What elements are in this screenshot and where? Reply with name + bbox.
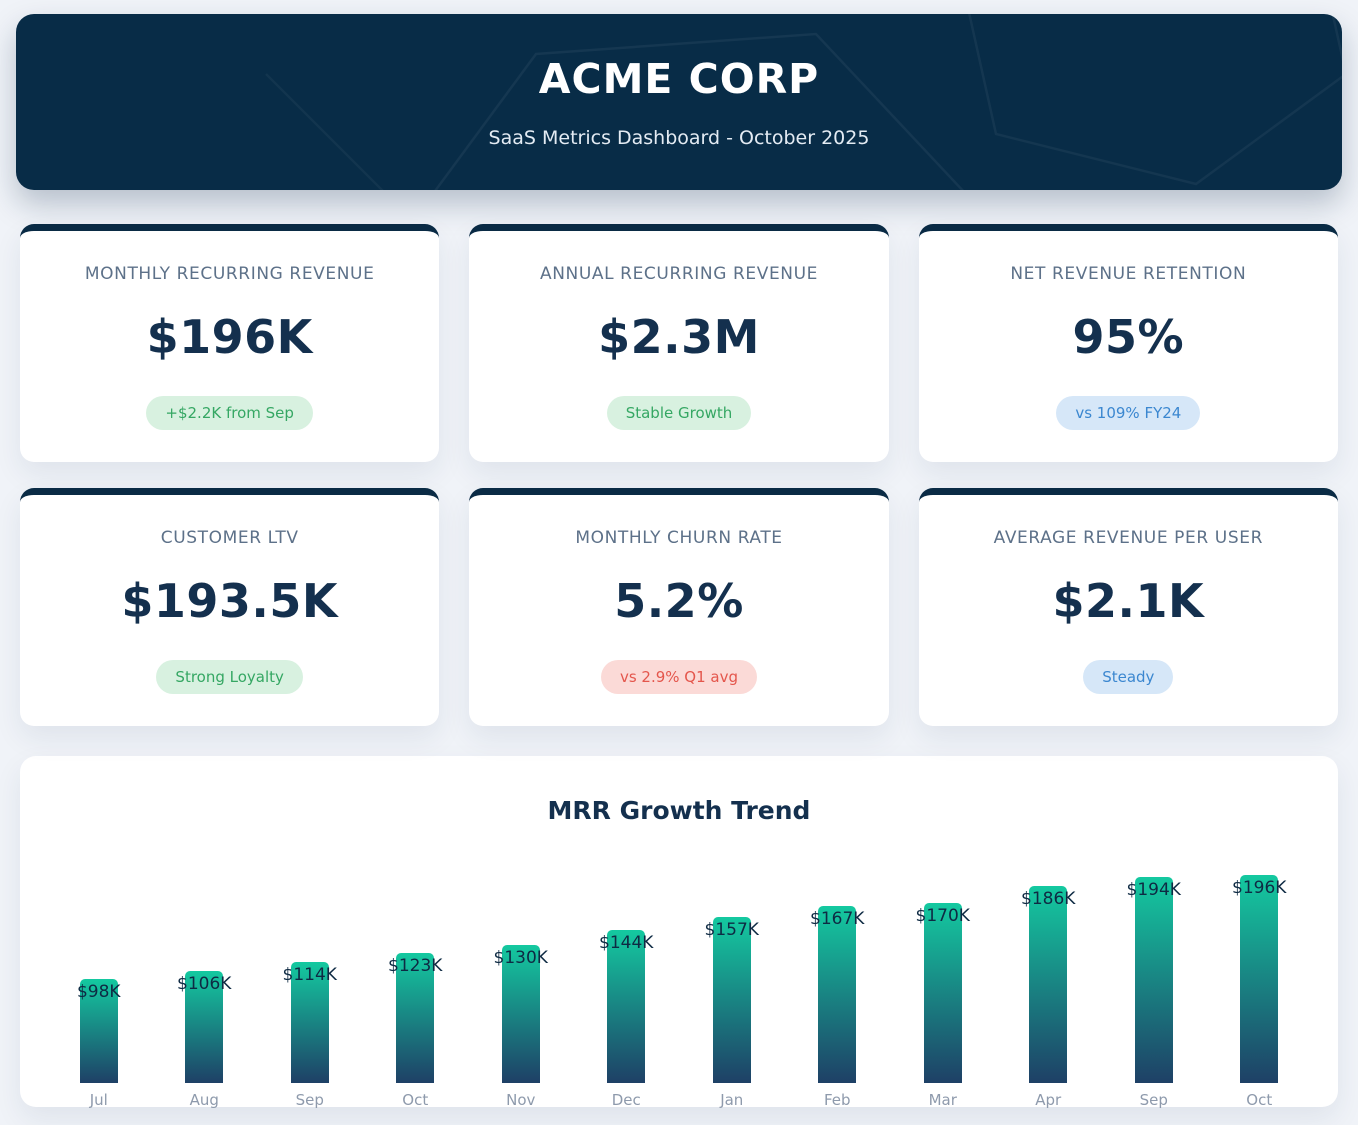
bar-column: $114K: [257, 871, 363, 1083]
bar-column: $194K: [1101, 871, 1207, 1083]
mrr-bar: $194K: [1127, 877, 1181, 1083]
bar-value-label: $106K: [177, 974, 232, 994]
bar-chart-x-axis: Jul Aug Sep Oct Nov Dec Jan Feb Mar Apr Sep Oct: [46, 1091, 1312, 1109]
metric-card-ltv: CUSTOMER LTV $193.5K Strong Loyalty: [20, 488, 440, 726]
metric-value: $196K: [146, 309, 313, 364]
mrr-bar: $114K: [283, 962, 337, 1083]
mrr-bar: $170K: [916, 903, 970, 1083]
status-badge: +$2.2K from Sep: [146, 395, 313, 430]
x-axis-tick-label: Nov: [506, 1091, 536, 1109]
metric-value: $193.5K: [121, 573, 338, 628]
mrr-bar: $130K: [494, 945, 548, 1083]
status-badge: vs 109% FY24: [1056, 395, 1201, 430]
bar-column: $106K: [152, 871, 258, 1083]
bar-chart: $98K $106K $114K $123K $130K $144K $157K $167K $…: [46, 871, 1312, 1083]
bar-column: $130K: [468, 871, 574, 1083]
metric-label: MONTHLY CHURN RATE: [575, 527, 783, 548]
metric-card-arr: ANNUAL RECURRING REVENUE $2.3M Stable Gr…: [469, 224, 889, 462]
metric-label: CUSTOMER LTV: [160, 527, 299, 548]
bar-value-label: $98K: [76, 982, 121, 1002]
bar-column: $144K: [574, 871, 680, 1083]
bar-column: $157K: [679, 871, 785, 1083]
bar-column: $123K: [363, 871, 469, 1083]
metric-card-mrr: MONTHLY RECURRING REVENUE $196K +$2.2K f…: [20, 224, 440, 462]
mrr-bar: $106K: [177, 971, 231, 1083]
x-axis-tick-label: Sep: [1139, 1091, 1168, 1109]
bar-value-label: $186K: [1021, 889, 1076, 909]
bar-value-label: $167K: [810, 909, 865, 929]
metric-label: AVERAGE REVENUE PER USER: [993, 527, 1263, 548]
metric-card-arpu: AVERAGE REVENUE PER USER $2.1K Steady: [918, 488, 1338, 726]
bar-value-label: $157K: [704, 920, 759, 940]
metric-label: ANNUAL RECURRING REVENUE: [539, 263, 819, 284]
status-badge: Steady: [1083, 659, 1174, 694]
x-axis-tick-label: Apr: [1035, 1091, 1062, 1109]
x-axis-tick-label: Sep: [295, 1091, 324, 1109]
bar-column: $196K: [1207, 871, 1313, 1083]
x-axis-tick-label: Oct: [1246, 1091, 1273, 1109]
mrr-trend-chart-card: MRR Growth Trend $98K $106K $114K $123K $130…: [20, 756, 1338, 1109]
x-axis-tick-label: Mar: [928, 1091, 957, 1109]
x-axis-tick-label: Oct: [402, 1091, 429, 1109]
mrr-bar: $98K: [76, 979, 121, 1083]
header-banner: ACME CORP SaaS Metrics Dashboard - Octob…: [16, 14, 1342, 190]
mrr-bar: $167K: [810, 906, 864, 1083]
status-badge: vs 2.9% Q1 avg: [600, 659, 758, 694]
x-axis-tick-label: Feb: [823, 1091, 851, 1109]
metric-value: 5.2%: [614, 573, 744, 628]
metric-value: 95%: [1072, 309, 1185, 364]
x-axis-tick-label: Aug: [189, 1091, 219, 1109]
mrr-bar: $144K: [599, 930, 653, 1083]
mrr-bar: $196K: [1232, 875, 1286, 1083]
metrics-grid: MONTHLY RECURRING REVENUE $196K +$2.2K f…: [20, 224, 1338, 726]
mrr-bar: $186K: [1021, 886, 1075, 1083]
metric-card-nrr: NET REVENUE RETENTION 95% vs 109% FY24: [918, 224, 1338, 462]
bar-column: $170K: [890, 871, 996, 1083]
company-title: ACME CORP: [538, 55, 820, 103]
bar-value-label: $123K: [388, 956, 443, 976]
status-badge: Stable Growth: [606, 395, 752, 430]
bar-column: $98K: [46, 871, 152, 1083]
bar-value-label: $194K: [1126, 880, 1181, 900]
bar-column: $167K: [785, 871, 891, 1083]
metric-value: $2.3M: [598, 309, 760, 364]
x-axis-tick-label: Jul: [89, 1091, 108, 1109]
metric-label: NET REVENUE RETENTION: [1010, 263, 1247, 284]
x-axis-tick-label: Dec: [611, 1091, 641, 1109]
bar-column: $186K: [996, 871, 1102, 1083]
metric-value: $2.1K: [1052, 573, 1205, 628]
metric-label: MONTHLY RECURRING REVENUE: [84, 263, 375, 284]
metric-card-churn: MONTHLY CHURN RATE 5.2% vs 2.9% Q1 avg: [469, 488, 889, 726]
bar-value-label: $196K: [1232, 878, 1287, 898]
chart-title: MRR Growth Trend: [547, 796, 811, 825]
mrr-bar: $123K: [388, 953, 442, 1083]
mrr-bar: $157K: [705, 917, 759, 1083]
bar-value-label: $130K: [493, 948, 548, 968]
hexagon-pattern-decoration: [265, 14, 1342, 190]
bar-value-label: $114K: [282, 965, 337, 985]
bar-value-label: $170K: [915, 906, 970, 926]
bar-value-label: $144K: [599, 933, 654, 953]
x-axis-tick-label: Jan: [720, 1091, 744, 1109]
dashboard-subtitle: SaaS Metrics Dashboard - October 2025: [488, 127, 870, 149]
status-badge: Strong Loyalty: [156, 659, 303, 694]
